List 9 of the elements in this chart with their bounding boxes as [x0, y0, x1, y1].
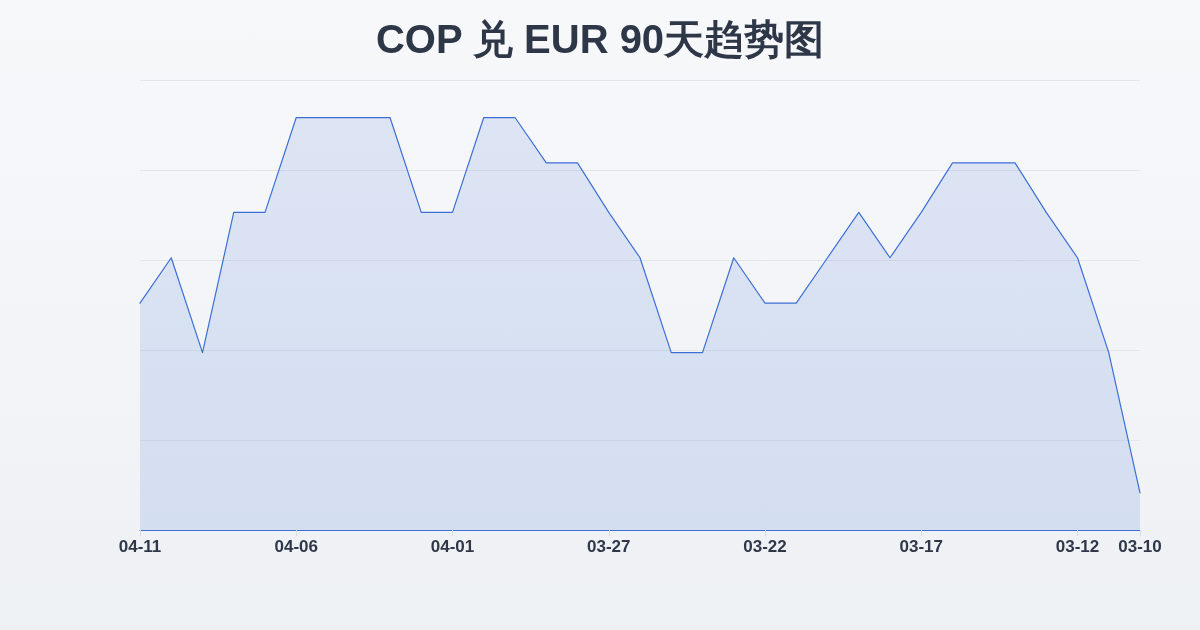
x-tick-label: 03-10: [1118, 537, 1162, 556]
chart-title: COP 兑 EUR 90天趋势图: [375, 17, 825, 61]
x-tick-label: 04-01: [430, 537, 475, 556]
x-tick-label: 03-17: [899, 537, 943, 556]
x-tick-label: 03-12: [1055, 537, 1100, 556]
x-tick-label: 03-22: [743, 537, 787, 556]
x-tick-label: 03-27: [587, 537, 631, 556]
x-tick-label: 04-11: [118, 537, 162, 556]
x-tick-label: 04-06: [274, 537, 318, 556]
